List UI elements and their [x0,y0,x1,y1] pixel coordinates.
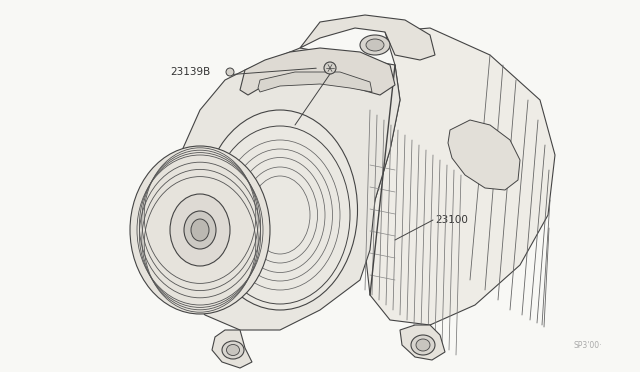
Ellipse shape [202,110,358,310]
Ellipse shape [324,62,336,74]
Ellipse shape [222,341,244,359]
Ellipse shape [411,335,435,355]
Polygon shape [168,48,400,330]
Text: SP3'00·: SP3'00· [573,341,602,350]
Text: 23139B: 23139B [170,67,211,77]
Ellipse shape [366,39,384,51]
Polygon shape [448,120,520,190]
Polygon shape [212,330,252,368]
Ellipse shape [227,344,239,356]
Ellipse shape [184,211,216,249]
Ellipse shape [191,219,209,241]
Polygon shape [365,28,555,325]
Polygon shape [165,200,192,235]
Ellipse shape [416,339,430,351]
Ellipse shape [173,208,188,225]
Ellipse shape [170,194,230,266]
Ellipse shape [226,68,234,76]
Polygon shape [240,48,395,95]
Polygon shape [400,325,445,360]
Polygon shape [258,72,372,92]
Ellipse shape [360,35,390,55]
Text: 23100: 23100 [435,215,468,225]
Ellipse shape [130,146,270,314]
Polygon shape [300,15,435,60]
